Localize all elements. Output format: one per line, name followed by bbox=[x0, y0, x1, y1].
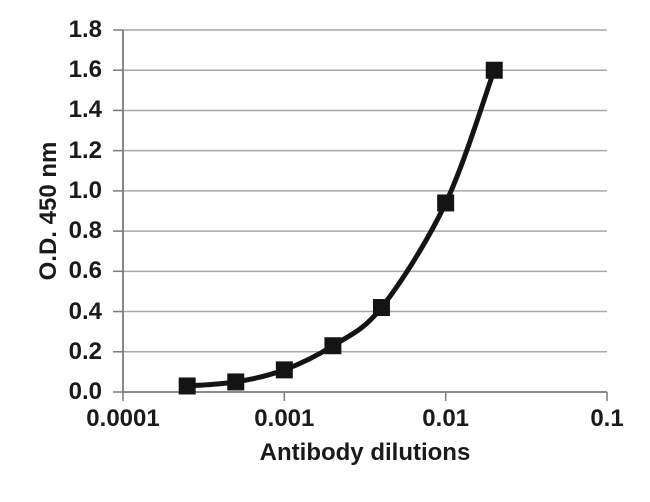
y-tick-label: 0.8 bbox=[68, 217, 102, 245]
data-point-marker bbox=[275, 361, 293, 379]
y-tick-label: 0.2 bbox=[68, 337, 102, 365]
data-point-marker bbox=[372, 299, 390, 317]
data-point-marker bbox=[324, 337, 342, 355]
y-tick-label: 1.8 bbox=[68, 16, 102, 43]
y-tick-label: 1.0 bbox=[68, 176, 102, 204]
x-axis-title: Antibody dilutions bbox=[259, 439, 471, 466]
y-tick-label: 0.0 bbox=[68, 378, 102, 405]
y-tick-label: 0.6 bbox=[68, 257, 102, 285]
y-tick-label: 0.4 bbox=[68, 297, 102, 325]
x-tick-label: 0.0001 bbox=[86, 405, 160, 432]
y-axis-title: O.D. 450 nm bbox=[35, 141, 62, 281]
y-tick-label: 1.6 bbox=[68, 56, 102, 84]
x-tick-label: 0.1 bbox=[590, 405, 624, 432]
data-point-marker bbox=[178, 377, 196, 395]
data-point-marker bbox=[227, 373, 245, 391]
data-point-marker bbox=[437, 194, 455, 212]
data-point-marker bbox=[485, 61, 503, 79]
x-tick-label: 0.01 bbox=[422, 405, 470, 432]
y-tick-label: 1.2 bbox=[68, 136, 102, 164]
x-tick-label: 0.001 bbox=[254, 405, 315, 432]
y-tick-label: 1.4 bbox=[68, 96, 102, 124]
